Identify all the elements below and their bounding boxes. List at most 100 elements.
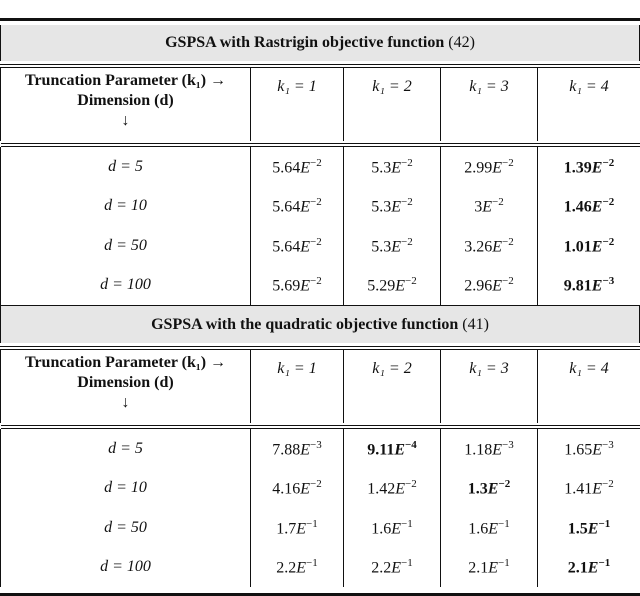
column-header: k₁ = 3: [441, 68, 538, 141]
value-cell: 2.2E−1: [251, 548, 344, 588]
exponent-symbol: E: [592, 480, 602, 497]
dimension-cell: d = 50: [1, 508, 251, 548]
row-label-header: Truncation Parameter (k₁) →Dimension (d)…: [1, 350, 251, 423]
exponent: −2: [602, 196, 614, 208]
column-header: k₁ = 2: [344, 68, 441, 141]
mantissa: 2.96: [464, 277, 492, 294]
exponent-symbol: E: [492, 159, 502, 176]
value-cell: 1.7E−1: [251, 508, 344, 548]
exponent-symbol: E: [394, 441, 405, 458]
header-label-line: ↓: [1, 393, 250, 413]
section-title: GSPSA with the quadratic objective funct…: [0, 306, 640, 343]
dimension-cell: d = 100: [1, 548, 251, 588]
exponent-symbol: E: [588, 520, 599, 537]
column-header: k₁ = 4: [538, 350, 640, 423]
header-label-line: Truncation Parameter (k₁) →: [1, 71, 250, 91]
mantissa: 2.1: [568, 559, 588, 576]
exponent: −2: [401, 236, 413, 248]
section-title: GSPSA with Rastrigin objective function …: [0, 25, 640, 61]
mantissa: 5.3: [371, 238, 391, 255]
value-cell: 5.64E−2: [251, 226, 344, 266]
column-header: k₁ = 3: [441, 350, 538, 423]
mantissa: 5.69: [272, 277, 300, 294]
mantissa: 1.41: [564, 480, 592, 497]
value-cell: 1.18E−3: [441, 429, 538, 469]
exponent: −2: [602, 478, 614, 490]
exponent: −2: [602, 236, 614, 248]
dimension-cell: d = 10: [1, 469, 251, 509]
exponent-symbol: E: [300, 441, 310, 458]
value-cell: 4.16E−2: [251, 469, 344, 509]
exponent: −1: [498, 557, 510, 569]
value-cell: 1.5E−1: [538, 508, 640, 548]
exponent: −1: [306, 518, 318, 530]
mantissa: 5.64: [272, 159, 300, 176]
value-cell: 1.41E−2: [538, 469, 640, 509]
value-cell: 1.46E−2: [538, 187, 640, 227]
exponent-symbol: E: [492, 441, 502, 458]
exponent-symbol: E: [592, 277, 603, 294]
value-cell: 7.88E−3: [251, 429, 344, 469]
mantissa: 1.3: [468, 480, 488, 497]
dimension-cell: d = 50: [1, 226, 251, 266]
exponent-symbol: E: [588, 559, 599, 576]
exponent: −1: [498, 518, 510, 530]
mantissa: 2.2: [371, 559, 391, 576]
value-cell: 3.26E−2: [441, 226, 538, 266]
value-cell: 9.11E−4: [344, 429, 441, 469]
exponent-symbol: E: [300, 159, 310, 176]
column-header: k₁ = 2: [344, 350, 441, 423]
exponent: −1: [401, 557, 413, 569]
exponent-symbol: E: [482, 198, 492, 215]
exponent-symbol: E: [488, 520, 498, 537]
exponent-symbol: E: [592, 198, 603, 215]
value-cell: 1.6E−1: [441, 508, 538, 548]
mantissa: 9.81: [564, 277, 592, 294]
value-cell: 5.29E−2: [344, 266, 441, 306]
exponent: −1: [598, 518, 610, 530]
column-header: k₁ = 1: [251, 350, 344, 423]
exponent: −2: [310, 157, 322, 169]
exponent-symbol: E: [300, 480, 310, 497]
exponent: −1: [598, 557, 610, 569]
mantissa: 1.6: [371, 520, 391, 537]
exponent-symbol: E: [592, 441, 602, 458]
exponent-symbol: E: [391, 238, 401, 255]
value-cell: 2.1E−1: [441, 548, 538, 588]
exponent-symbol: E: [296, 559, 306, 576]
value-cell: 2.96E−2: [441, 266, 538, 306]
value-cell: 1.65E−3: [538, 429, 640, 469]
header-label-line: Dimension (d): [1, 91, 250, 111]
equation-ref: (42): [448, 34, 475, 51]
value-cell: 5.64E−2: [251, 147, 344, 187]
dimension-cell: d = 10: [1, 187, 251, 227]
exponent-symbol: E: [391, 559, 401, 576]
mantissa: 1.5: [568, 520, 588, 537]
header-row: Truncation Parameter (k₁) →Dimension (d)…: [1, 350, 640, 423]
exponent-symbol: E: [488, 559, 498, 576]
exponent: −2: [310, 478, 322, 490]
exponent-symbol: E: [391, 520, 401, 537]
top-rule: [0, 18, 640, 21]
column-header: k₁ = 1: [251, 68, 344, 141]
exponent-symbol: E: [300, 238, 310, 255]
mantissa: 2.99: [464, 159, 492, 176]
dimension-cell: d = 100: [1, 266, 251, 306]
value-cell: 9.81E−3: [538, 266, 640, 306]
value-cell: 3E−2: [441, 187, 538, 227]
mantissa: 2.1: [468, 559, 488, 576]
mantissa: 1.46: [564, 198, 592, 215]
header-label-line: Dimension (d): [1, 373, 250, 393]
mantissa: 1.18: [464, 441, 492, 458]
mantissa: 5.3: [371, 159, 391, 176]
value-cell: 5.3E−2: [344, 226, 441, 266]
mantissa: 1.39: [564, 159, 592, 176]
value-cell: 1.42E−2: [344, 469, 441, 509]
exponent-symbol: E: [488, 480, 499, 497]
exponent: −2: [602, 157, 614, 169]
mantissa: 5.64: [272, 198, 300, 215]
exponent: −2: [502, 275, 514, 287]
